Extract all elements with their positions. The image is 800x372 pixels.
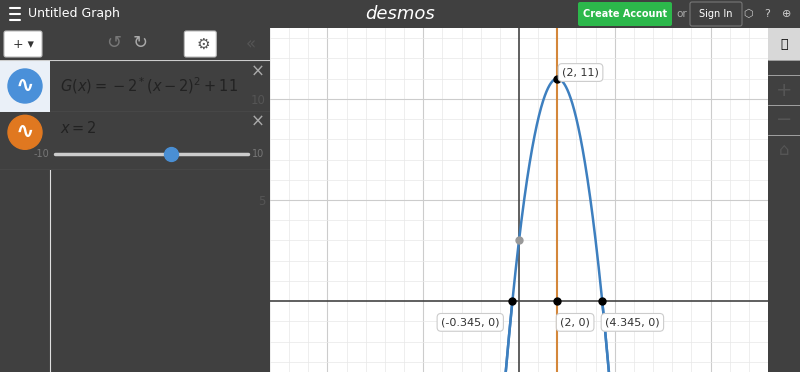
Text: (4.345, 0): (4.345, 0)	[605, 317, 660, 327]
Text: ⬡: ⬡	[743, 9, 753, 19]
Text: ?: ?	[764, 9, 770, 19]
Text: 🔧: 🔧	[780, 38, 788, 51]
Text: ⌂: ⌂	[778, 141, 790, 159]
Text: -10: -10	[34, 149, 49, 159]
Text: ↻: ↻	[133, 34, 148, 52]
Text: ∿: ∿	[16, 76, 34, 96]
FancyBboxPatch shape	[0, 60, 50, 112]
Text: −: −	[776, 110, 792, 129]
Text: + ▾: + ▾	[13, 38, 34, 51]
Circle shape	[8, 69, 42, 103]
Text: (-0.345, 0): (-0.345, 0)	[441, 317, 499, 327]
Text: 10: 10	[252, 149, 264, 159]
Text: ⚙: ⚙	[197, 36, 210, 51]
Text: ×: ×	[251, 113, 265, 131]
Text: (2, 11): (2, 11)	[562, 67, 599, 77]
Text: Sign In: Sign In	[699, 9, 733, 19]
Text: (2, 0): (2, 0)	[560, 317, 590, 327]
Text: or: or	[677, 9, 687, 19]
Text: Untitled Graph: Untitled Graph	[28, 7, 120, 20]
Text: ×: ×	[251, 63, 265, 81]
Text: Create Account: Create Account	[583, 9, 667, 19]
Circle shape	[8, 115, 42, 149]
Text: ⊕: ⊕	[782, 9, 792, 19]
Text: $x = 2$: $x = 2$	[60, 120, 97, 136]
Text: «: «	[246, 35, 256, 53]
FancyBboxPatch shape	[184, 31, 216, 57]
Text: desmos: desmos	[365, 5, 435, 23]
FancyBboxPatch shape	[768, 28, 800, 60]
Text: ∿: ∿	[16, 122, 34, 142]
FancyBboxPatch shape	[4, 31, 42, 57]
FancyBboxPatch shape	[578, 2, 672, 26]
Text: ↺: ↺	[106, 34, 121, 52]
Text: $G(x) = -2^*(x-2)^2 + 11$: $G(x) = -2^*(x-2)^2 + 11$	[60, 76, 238, 96]
Text: +: +	[776, 80, 792, 99]
